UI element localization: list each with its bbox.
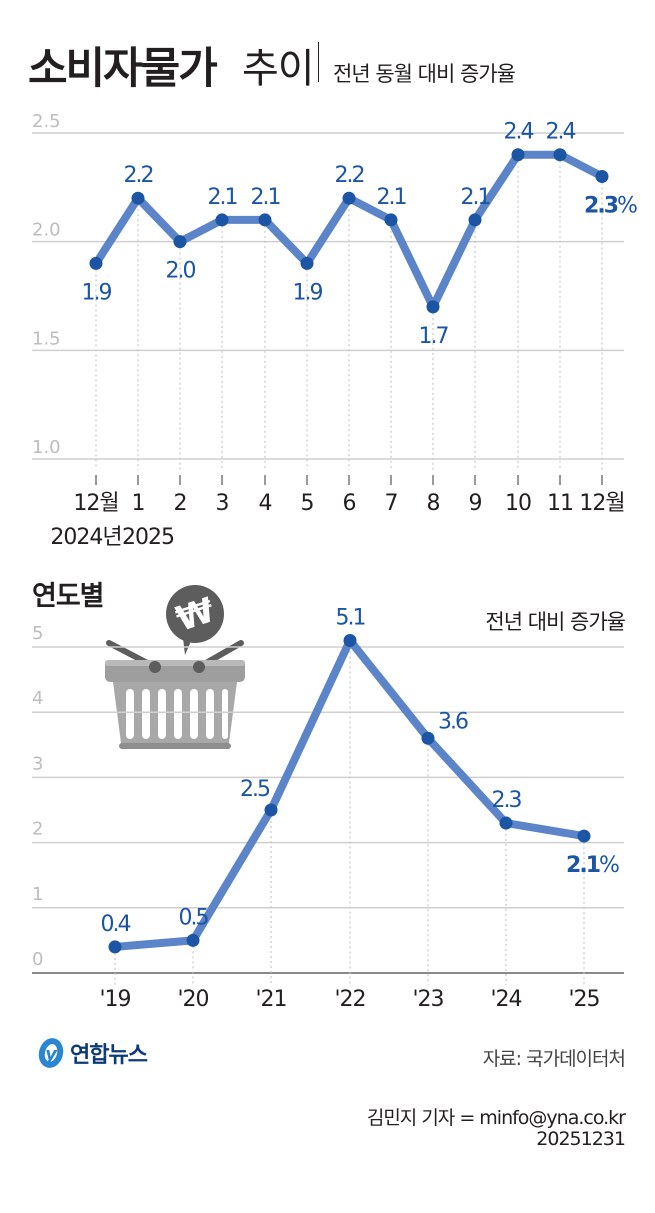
data-point (511, 148, 525, 162)
data-label: 2.0 (166, 259, 196, 284)
section-title-yearly: 연도별 (32, 581, 105, 612)
data-point (264, 803, 278, 817)
data-label-latest: 2.1% (566, 853, 619, 878)
x-tick-label: '24 (490, 987, 521, 1012)
y-tick-label: 3 (32, 753, 43, 774)
byline: 김민지 기자 = minfo@yna.co.kr (366, 1107, 626, 1129)
data-label: 2.2 (124, 163, 153, 188)
data-point (384, 213, 398, 227)
svg-text:y: y (45, 1044, 58, 1065)
data-point (468, 213, 482, 227)
data-label: 0.4 (101, 912, 131, 937)
y-tick-label: 1 (32, 884, 43, 905)
data-label: 2.1 (208, 185, 237, 210)
yonhap-logo-icon: y (38, 1038, 64, 1068)
x-tick-label: '21 (255, 987, 286, 1012)
x-tick-label: 12월 (73, 491, 118, 516)
data-source: 자료: 국가데이터처 (482, 1048, 626, 1070)
data-label: 2.1 (377, 185, 406, 210)
x-tick-label: '20 (177, 987, 208, 1012)
data-point (343, 633, 357, 647)
y-tick-label: 2.0 (32, 220, 61, 241)
x-tick-label: '22 (334, 987, 365, 1012)
data-label-latest: 2.3% (584, 193, 637, 218)
data-label: 2.2 (335, 163, 364, 188)
x-tick-label: 12월 (579, 491, 624, 516)
x-tick-label: '23 (412, 987, 443, 1012)
data-label: 2.1 (251, 185, 280, 210)
data-point (186, 933, 200, 947)
data-point (421, 731, 435, 745)
x-tick-label: 3 (216, 491, 229, 516)
chart-title: 소비자물가 (28, 44, 218, 94)
x-tick-label: 1 (132, 491, 145, 516)
data-point (426, 300, 440, 314)
y-tick-label: 1.5 (32, 328, 61, 349)
data-point (173, 235, 187, 249)
yonhap-logo: y 연합뉴스 (36, 1036, 148, 1070)
yearly-chart-note: 전년 대비 증가율 (485, 610, 626, 634)
y-tick-label: 5 (32, 623, 43, 644)
data-point (553, 148, 567, 162)
x-tick-label: 10 (505, 491, 531, 516)
data-label: 0.5 (179, 905, 209, 930)
data-label: 2.4 (504, 120, 534, 145)
data-label: 3.6 (438, 709, 468, 734)
chart-subtitle: 전년 동월 대비 증가율 (333, 62, 516, 86)
data-point (499, 816, 513, 830)
data-label: 5.1 (336, 605, 365, 630)
data-label: 2.1 (461, 185, 490, 210)
x-tick-label: 5 (301, 491, 314, 516)
data-point (131, 191, 145, 205)
y-tick-label: 1.0 (32, 437, 61, 458)
x-tick-label: 11 (547, 491, 573, 516)
data-label: 1.7 (419, 324, 449, 349)
data-label: 1.9 (82, 280, 112, 305)
x-tick-label: 2 (174, 491, 187, 516)
data-point (258, 213, 272, 227)
y-tick-label: 0 (32, 949, 43, 970)
y-tick-label: 4 (32, 688, 43, 709)
data-point (108, 940, 122, 954)
data-point (595, 169, 609, 183)
x-tick-label: 4 (259, 491, 272, 516)
x-tick-label: 7 (385, 491, 398, 516)
x-tick-label: 8 (427, 491, 440, 516)
y-tick-label: 2 (32, 819, 43, 840)
x-sub-label: 2024년 (50, 525, 121, 550)
yearly-line-chart: 5 4 3 2 1 0 '19 '20 '21 '22 '23 '24 '25 0.4 0.5 2.5 5.1 3… (32, 605, 624, 1012)
data-point (300, 256, 314, 270)
data-point (342, 191, 356, 205)
publish-date: 20251231 (536, 1128, 626, 1150)
data-label: 1.9 (293, 280, 323, 305)
x-sub-label: 2025 (122, 525, 174, 550)
x-tick-label: 9 (469, 491, 482, 516)
logo-text: 연합뉴스 (70, 1043, 148, 1068)
title-divider (318, 42, 319, 82)
data-label: 2.4 (546, 120, 576, 145)
data-label: 2.3 (492, 788, 522, 813)
data-point (577, 829, 591, 843)
y-tick-label: 2.5 (32, 111, 61, 132)
x-tick-label: '25 (568, 987, 599, 1012)
data-point (215, 213, 229, 227)
shopping-basket-icon: ₩ (105, 585, 245, 749)
x-tick-label: '19 (99, 987, 130, 1012)
data-point (89, 256, 103, 270)
data-label: 2.5 (240, 777, 270, 802)
chart-title-suffix: 추이 (242, 46, 315, 92)
x-tick-label: 6 (343, 491, 356, 516)
